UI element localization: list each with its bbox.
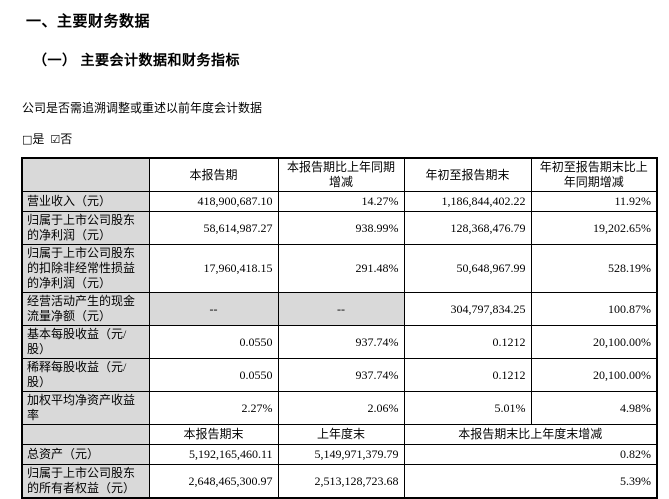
col-header-yearend-change: 本报告期末比上年度末增减 [403,424,658,445]
cell-value: 4.98% [530,391,658,425]
row-label: 归属于上市公司股东的所有者权益（元） [21,464,150,499]
table-row-operating-cash-flow: 经营活动产生的现金流量净额（元） -- -- 304,797,834.25 10… [21,292,658,326]
cell-value: 0.0550 [148,325,279,359]
section-title: 一、主要财务数据 [26,14,151,30]
col-header-current-period: 本报告期 [148,157,279,192]
cell-value: 14.27% [277,191,405,212]
cell-value: 128,368,476.79 [403,211,532,245]
cell-value: 2.06% [277,391,405,425]
cell-value: 50,648,967.99 [403,244,532,293]
cell-value: 937.74% [277,358,405,392]
financial-indicators-table: 本报告期 本报告期比上年同期增减 年初至报告期末 年初至报告期末比上年同期增减 … [21,157,658,499]
col-header-ytd: 年初至报告期末 [403,157,532,192]
cell-value: 2,513,128,723.68 [277,464,405,499]
cell-value: 938.99% [277,211,405,245]
checkbox-checked-icon: ☑ [50,133,61,146]
table-row-owners-equity: 归属于上市公司股东的所有者权益（元） 2,648,465,300.97 2,51… [21,464,658,499]
cell-value: 1,186,844,402.22 [403,191,532,212]
row-label: 营业收入（元） [21,191,150,212]
cell-value: 5.39% [403,464,658,499]
cell-value: 58,614,987.27 [148,211,279,245]
table-row-diluted-eps: 稀释每股收益（元/股） 0.0550 937.74% 0.1212 20,100… [21,358,658,392]
checkbox-unchecked-icon: □ [22,133,33,146]
restatement-answer: □是 ☑否 [22,130,657,147]
option-no-label: 否 [60,132,73,146]
row-label: 归属于上市公司股东的扣除非经常性损益的净利润（元） [21,244,150,293]
row-label: 归属于上市公司股东的净利润（元） [21,211,150,245]
subsection-title: （一） 主要会计数据和财务指标 [33,54,240,69]
option-yes-label: 是 [32,132,45,146]
col-header-ytd-change: 年初至报告期末比上年同期增减 [530,157,658,192]
cell-value: 5.01% [403,391,532,425]
cell-value: 17,960,418.15 [148,244,279,293]
cell-value: 304,797,834.25 [403,292,532,326]
col-header-prior-year-end: 上年度末 [277,424,405,445]
cell-value: 0.1212 [403,358,532,392]
cell-value: 2.27% [148,391,279,425]
cell-value: 0.0550 [148,358,279,392]
corner-cell [21,157,150,192]
row-label: 稀释每股收益（元/股） [21,358,150,392]
option-yes: □是 [22,132,44,146]
corner-cell [21,424,150,445]
row-label: 加权平均净资产收益率 [21,391,150,425]
restatement-question: 公司是否需追溯调整或重述以前年度会计数据 [22,101,263,115]
table-row-basic-eps: 基本每股收益（元/股） 0.0550 937.74% 0.1212 20,100… [21,325,658,359]
cell-value: 11.92% [530,191,658,212]
option-no: ☑否 [50,132,72,146]
table-header-yearend: 本报告期末 上年度末 本报告期末比上年度末增减 [21,424,658,445]
table-row-revenue: 营业收入（元） 418,900,687.10 14.27% 1,186,844,… [21,191,658,212]
cell-value: 291.48% [277,244,405,293]
cell-value: 0.82% [403,444,658,465]
table-row-net-profit: 归属于上市公司股东的净利润（元） 58,614,987.27 938.99% 1… [21,211,658,245]
cell-not-applicable: -- [148,292,279,326]
table-row-weighted-roe: 加权平均净资产收益率 2.27% 2.06% 5.01% 4.98% [21,391,658,425]
row-label: 基本每股收益（元/股） [21,325,150,359]
cell-value: 20,100.00% [530,358,658,392]
table-header-period: 本报告期 本报告期比上年同期增减 年初至报告期末 年初至报告期末比上年同期增减 [21,157,658,192]
cell-value: 0.1212 [403,325,532,359]
cell-not-applicable: -- [277,292,405,326]
cell-value: 19,202.65% [530,211,658,245]
table-row-total-assets: 总资产（元） 5,192,165,460.11 5,149,971,379.79… [21,444,658,465]
table-row-net-profit-deducted: 归属于上市公司股东的扣除非经常性损益的净利润（元） 17,960,418.15 … [21,244,658,293]
col-header-period-end: 本报告期末 [148,424,279,445]
row-label: 总资产（元） [21,444,150,465]
col-header-current-change: 本报告期比上年同期增减 [277,157,405,192]
cell-value: 2,648,465,300.97 [148,464,279,499]
cell-value: 5,149,971,379.79 [277,444,405,465]
cell-value: 418,900,687.10 [148,191,279,212]
cell-value: 528.19% [530,244,658,293]
row-label: 经营活动产生的现金流量净额（元） [21,292,150,326]
cell-value: 20,100.00% [530,325,658,359]
cell-value: 5,192,165,460.11 [148,444,279,465]
cell-value: 937.74% [277,325,405,359]
cell-value: 100.87% [530,292,658,326]
